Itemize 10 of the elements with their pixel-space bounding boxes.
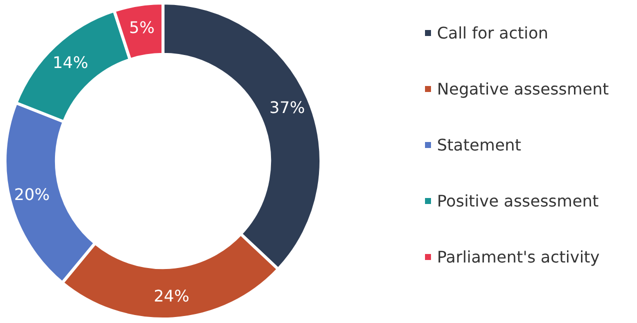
legend-label: Call for action xyxy=(437,24,548,42)
data-label: 24% xyxy=(154,286,190,306)
legend-label: Statement xyxy=(437,136,522,154)
legend-label: Positive assessment xyxy=(437,192,599,210)
data-label: 20% xyxy=(14,185,50,204)
data-label: 37% xyxy=(269,98,305,117)
data-label: 5% xyxy=(129,18,155,37)
legend-label: Negative assessment xyxy=(437,80,609,98)
data-label: 14% xyxy=(52,52,88,72)
legend-label: Parliament's activity xyxy=(437,248,600,266)
